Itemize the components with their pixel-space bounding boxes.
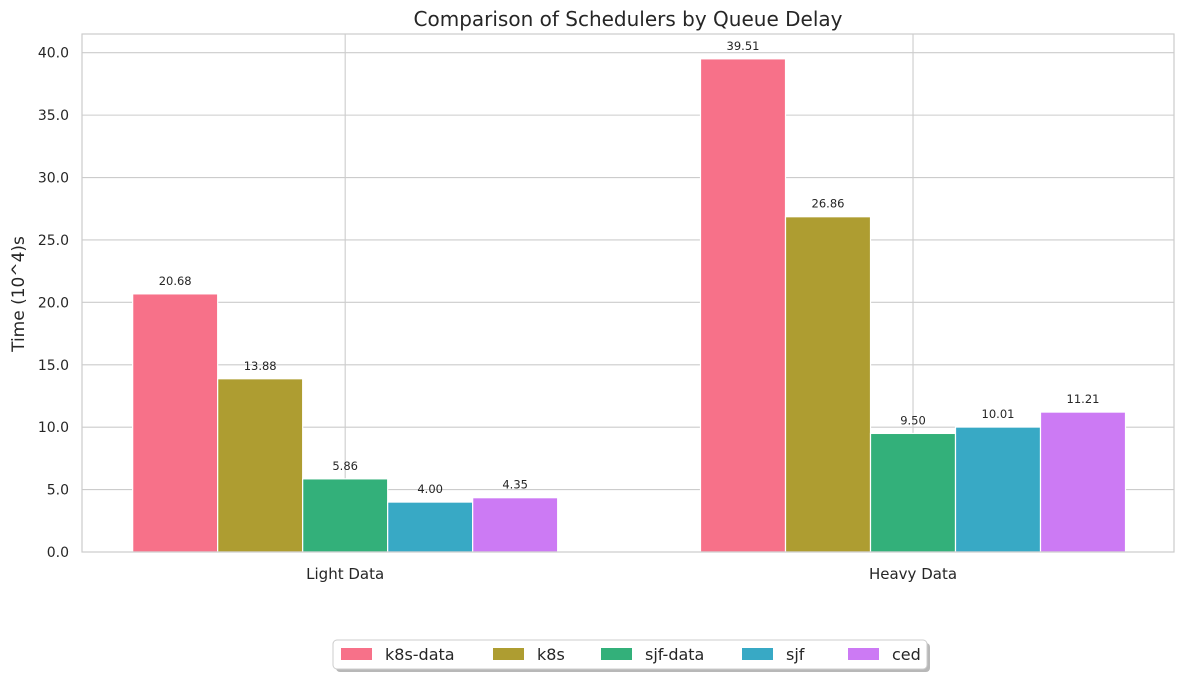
- legend-swatch-sjf-data: [601, 648, 632, 660]
- y-tick-label: 0.0: [47, 545, 69, 561]
- y-tick-label: 25.0: [38, 233, 69, 249]
- legend-label-ced: ced: [892, 645, 921, 664]
- data-label: 20.68: [159, 274, 192, 288]
- plot-area-border: [81, 33, 1175, 553]
- legend-label-k8s: k8s: [537, 645, 565, 664]
- y-tick-label: 10.0: [38, 420, 69, 436]
- y-axis-label: Time (10^4)s: [9, 236, 29, 353]
- bar-sjf-data-0: [302, 478, 389, 553]
- bar-k8s-data-0: [132, 293, 219, 553]
- data-label: 4.00: [417, 482, 443, 496]
- data-label: 4.35: [502, 478, 528, 492]
- legend-swatch-ced: [848, 648, 879, 660]
- legend-swatch-k8s: [493, 648, 524, 660]
- y-tick-label: 30.0: [38, 171, 69, 187]
- y-tick-label: 15.0: [38, 358, 69, 374]
- y-tick-label: 35.0: [38, 108, 69, 124]
- data-label: 26.86: [812, 197, 845, 211]
- data-label: 10.01: [982, 407, 1015, 421]
- bar-sjf-0: [387, 501, 474, 553]
- bar-sjf-1: [954, 426, 1042, 553]
- data-label: 13.88: [244, 359, 277, 373]
- data-label: 11.21: [1067, 392, 1100, 406]
- legend-swatch-k8s-data: [341, 648, 372, 660]
- y-tick-label: 40.0: [38, 46, 69, 62]
- legend: k8s-data k8s sjf-data sjf ced: [332, 639, 930, 672]
- data-label: 39.51: [727, 39, 760, 53]
- x-axis-ticks: Light Data Heavy Data: [306, 565, 957, 583]
- data-label: 9.50: [900, 413, 926, 427]
- x-tick-label: Light Data: [306, 565, 384, 583]
- legend-label-sjf: sjf: [786, 645, 805, 664]
- bar-ced-1: [1039, 411, 1127, 553]
- y-axis-ticks: 0.0 5.0 10.0 15.0 20.0 25.0 30.0 35.0 40.0: [38, 46, 69, 561]
- legend-label-sjf-data: sjf-data: [645, 645, 704, 664]
- bar-k8s-0: [217, 378, 304, 553]
- data-labels: 20.68 39.51 13.88 26.86 5.86 9.50 4.00 10.01 4.3…: [159, 39, 1100, 496]
- legend-label-k8s-data: k8s-data: [385, 645, 455, 664]
- bar-k8s-data-1: [699, 58, 787, 553]
- chart-title: Comparison of Schedulers by Queue Delay: [414, 7, 843, 31]
- x-tick-label: Heavy Data: [869, 565, 957, 583]
- bar-ced-0: [472, 497, 559, 553]
- data-label: 5.86: [332, 459, 358, 473]
- bars: [132, 58, 1127, 553]
- y-tick-label: 20.0: [38, 295, 69, 311]
- bar-k8s-1: [784, 216, 872, 553]
- legend-swatch-sjf: [742, 648, 773, 660]
- bar-sjf-data-1: [869, 432, 957, 553]
- y-tick-label: 5.0: [47, 483, 69, 499]
